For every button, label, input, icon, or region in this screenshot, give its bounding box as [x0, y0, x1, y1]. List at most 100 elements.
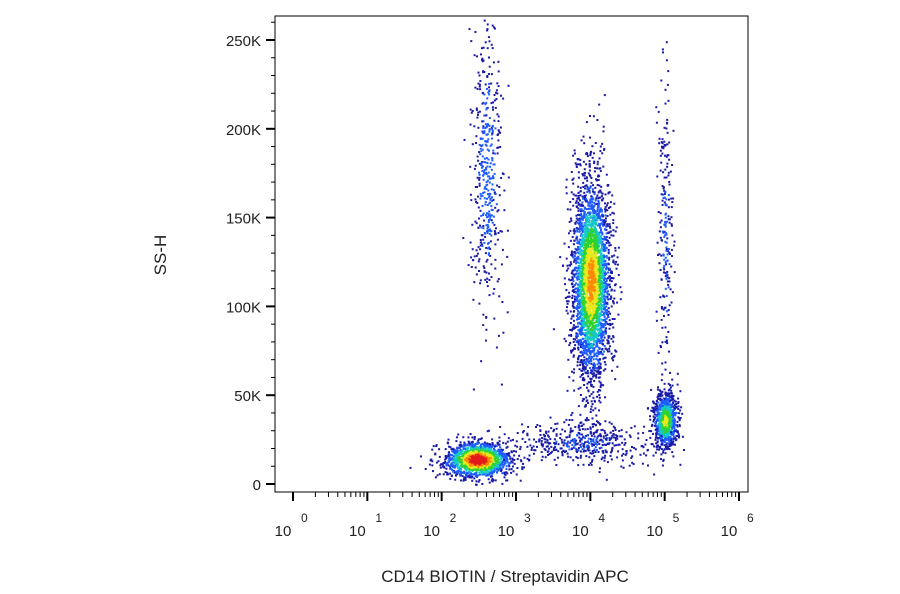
event-dot	[591, 253, 594, 256]
event-dot	[583, 174, 586, 177]
event-dot	[604, 210, 607, 213]
event-dot	[598, 323, 601, 326]
event-dot	[598, 409, 600, 412]
event-dot	[602, 312, 605, 315]
event-dot	[593, 321, 596, 324]
event-dot	[477, 82, 480, 85]
event-dot	[487, 478, 490, 481]
event-dot	[492, 152, 495, 155]
event-dot	[590, 222, 593, 225]
event-dot	[577, 329, 580, 332]
event-dot	[453, 451, 456, 454]
event-dot	[440, 463, 443, 466]
event-dot	[596, 255, 599, 258]
event-dot	[491, 130, 494, 133]
event-dot	[593, 348, 595, 351]
event-dot	[521, 468, 524, 471]
event-dot	[579, 394, 582, 396]
event-dot	[595, 307, 598, 310]
event-dot	[482, 225, 485, 227]
event-dot	[603, 295, 605, 298]
event-dot	[605, 232, 608, 235]
event-dot	[583, 262, 586, 265]
event-dot	[584, 317, 587, 319]
event-dot	[432, 445, 435, 448]
event-dot	[478, 258, 481, 261]
event-dot	[581, 218, 584, 221]
event-dot	[487, 241, 490, 244]
event-dot	[584, 305, 587, 307]
event-dot	[479, 197, 482, 200]
event-dot	[598, 352, 601, 355]
event-dot	[590, 203, 593, 206]
event-dot	[498, 440, 501, 443]
event-dot	[523, 466, 525, 469]
event-dot	[455, 474, 458, 476]
event-dot	[489, 247, 492, 250]
event-dot	[478, 302, 481, 305]
event-dot	[591, 346, 594, 348]
event-dot	[475, 109, 478, 111]
event-dot	[577, 213, 579, 216]
event-dot	[592, 294, 595, 297]
event-dot	[476, 186, 478, 188]
event-dot	[480, 150, 483, 153]
event-dot	[565, 269, 568, 272]
event-dot	[498, 455, 501, 458]
event-dot	[585, 267, 588, 270]
event-dot	[586, 253, 589, 255]
event-dot	[599, 284, 602, 287]
event-dot	[575, 336, 578, 339]
event-dot	[491, 157, 494, 160]
event-dot	[490, 43, 493, 46]
event-dot	[594, 244, 597, 247]
event-dot	[607, 207, 610, 209]
event-dot	[516, 458, 519, 460]
event-dot	[488, 429, 490, 432]
event-dot	[488, 294, 491, 297]
event-dot	[573, 232, 576, 235]
event-dot	[470, 469, 473, 471]
event-dot	[582, 246, 585, 249]
event-dot	[519, 445, 522, 448]
event-dot	[608, 327, 611, 330]
event-dot	[604, 309, 607, 312]
event-dot	[598, 293, 601, 295]
event-dot	[586, 386, 588, 389]
event-dot	[485, 463, 488, 466]
event-dot	[493, 317, 496, 320]
event-dot	[500, 456, 503, 459]
event-dot	[599, 150, 602, 153]
event-dot	[497, 209, 500, 212]
event-dot	[461, 463, 464, 466]
event-dot	[592, 293, 595, 296]
event-dot	[594, 246, 596, 249]
event-dot	[580, 369, 583, 372]
event-dot	[590, 307, 593, 310]
event-dot	[573, 327, 576, 329]
event-dot	[585, 342, 587, 345]
event-dot	[596, 344, 599, 347]
event-dot	[581, 262, 584, 265]
event-dot	[589, 229, 592, 232]
event-dot	[506, 229, 509, 232]
event-dot	[585, 246, 588, 249]
event-dot	[488, 464, 491, 467]
event-dot	[581, 235, 583, 237]
event-dot	[487, 196, 490, 199]
event-dot	[454, 478, 457, 481]
event-dot	[483, 270, 486, 273]
event-dot	[588, 360, 591, 363]
event-dot	[599, 268, 602, 271]
event-dot	[497, 458, 500, 461]
event-dot	[588, 262, 591, 265]
event-dot	[501, 482, 504, 485]
event-dot	[484, 103, 487, 106]
event-dot	[470, 447, 473, 450]
event-dot	[473, 54, 476, 57]
event-dot	[486, 468, 489, 471]
event-dot	[590, 205, 593, 208]
event-dot	[575, 308, 578, 311]
event-dot	[577, 310, 580, 312]
event-dot	[606, 184, 609, 187]
